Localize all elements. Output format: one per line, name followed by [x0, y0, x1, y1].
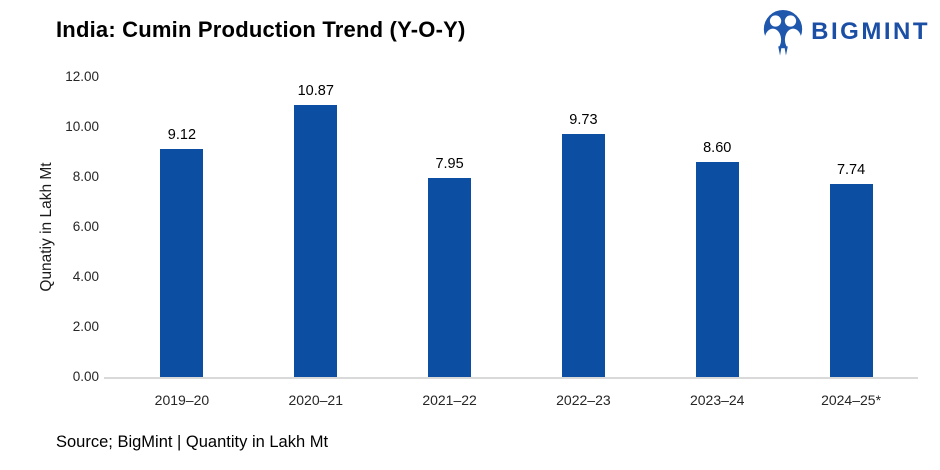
bar	[695, 162, 739, 377]
y-axis-ticks: 0.00 2.00 4.00 6.00 8.00 10.00 12.00	[0, 0, 99, 470]
y-axis-tick-label: 12.00	[65, 69, 99, 84]
bigmint-logo: BIGMINT	[760, 6, 930, 58]
y-axis-tick-label: 10.00	[65, 119, 99, 134]
y-axis-tick-label: 0.00	[72, 369, 99, 384]
bigmint-people-icon	[764, 9, 803, 56]
bar-column: 7.74	[784, 77, 918, 377]
plot-area: 9.12 10.87 7.95 9.73 8.60 7.74	[115, 77, 918, 377]
x-axis-tick-label: 2023–24	[689, 392, 745, 408]
bar-value-label: 9.73	[569, 111, 598, 128]
y-axis-tick-label: 2.00	[72, 319, 99, 334]
bar	[428, 178, 472, 377]
bar-value-label: 7.95	[435, 156, 464, 173]
bar-column: 10.87	[249, 77, 383, 377]
bar	[829, 183, 873, 377]
x-axis-line	[104, 377, 918, 379]
x-axis-labels: 2019–20 2020–21 2021–22 2022–23 2023–24 2024–…	[115, 392, 918, 408]
bar-column: 9.73	[516, 77, 650, 377]
source-note: Source; BigMint | Quantity in Lakh Mt	[56, 433, 329, 451]
y-axis-tick-label: 6.00	[72, 219, 99, 234]
x-axis-tick-label: 2021–22	[422, 392, 477, 408]
bar	[561, 133, 605, 377]
x-axis-tick-label: 2020–21	[288, 392, 343, 408]
bar-column: 9.12	[115, 77, 249, 377]
x-axis-tick-label: 2019–20	[154, 392, 210, 408]
bar-value-label: 8.60	[703, 140, 732, 156]
bar	[294, 105, 338, 377]
bar-value-label: 10.87	[297, 83, 334, 100]
y-axis-tick-label: 8.00	[72, 169, 99, 184]
bar	[160, 149, 204, 377]
x-axis-tick-label: 2022–23	[556, 392, 611, 408]
y-axis-tick-label: 4.00	[72, 269, 99, 284]
bar-column: 7.95	[383, 77, 517, 377]
bar-column: 8.60	[650, 77, 784, 377]
bigmint-wordmark: BIGMINT	[811, 18, 930, 45]
x-axis-tick-label: 2024–25*	[821, 392, 882, 408]
chart-title: India: Cumin Production Trend (Y-O-Y)	[56, 17, 466, 42]
bar-value-label: 7.74	[836, 161, 866, 178]
bar-value-label: 9.12	[167, 127, 197, 143]
